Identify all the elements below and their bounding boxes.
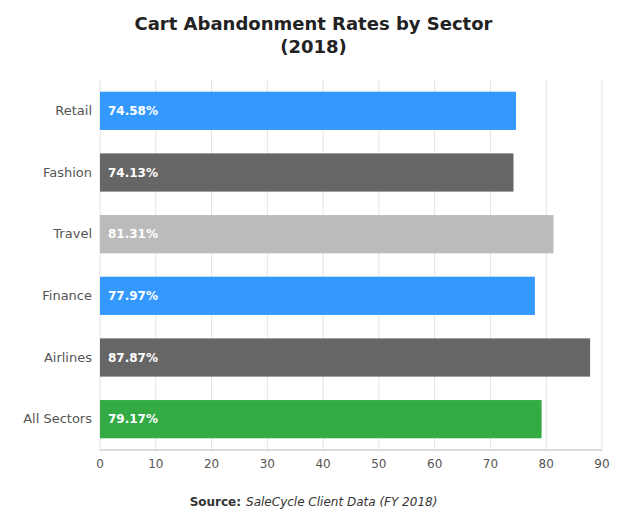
grid-line <box>434 80 435 450</box>
category-label: Retail <box>55 103 92 118</box>
title-line: (2018) <box>280 36 347 57</box>
tick-label: 60 <box>427 457 442 471</box>
grid <box>100 80 602 450</box>
grid-line <box>378 80 379 450</box>
bar <box>100 277 535 315</box>
chart-container: Cart Abandonment Rates by Sector(2018) 0 1… <box>0 0 627 522</box>
bar <box>100 338 590 376</box>
data-label: 77.97% <box>108 289 158 303</box>
data-label: 79.17% <box>108 412 158 426</box>
data-label: 81.31% <box>108 227 158 241</box>
data-label: 87.87% <box>108 351 158 365</box>
source-note: Source: SaleCycle Client Data (FY 2018) <box>190 495 438 509</box>
annotation: Source: <box>190 495 241 509</box>
tick-label: 80 <box>539 457 554 471</box>
tick-label: 70 <box>483 457 498 471</box>
category-label: Airlines <box>44 350 92 365</box>
bar <box>100 215 554 253</box>
annotation: SaleCycle Client Data (FY 2018) <box>246 495 437 509</box>
grid-line <box>211 80 212 450</box>
value-axis-line <box>100 450 602 451</box>
title-line: Cart Abandonment Rates by Sector <box>135 13 493 34</box>
bars <box>100 92 590 439</box>
bar <box>100 92 516 130</box>
tick-label: 40 <box>315 457 330 471</box>
category-label: Fashion <box>43 165 92 180</box>
grid-line <box>100 80 101 450</box>
bar <box>100 400 542 438</box>
grid-line <box>267 80 268 450</box>
data-label: 74.13% <box>108 166 158 180</box>
category-label: Finance <box>42 288 92 303</box>
tick-label: 30 <box>260 457 275 471</box>
tick-label: 50 <box>371 457 386 471</box>
category-label: All Sectors <box>23 411 92 426</box>
labels: All Sectors 79.17% Airlines 87.87% Finance 77… <box>23 103 158 426</box>
grid-line <box>323 80 324 450</box>
category-label: Travel <box>52 226 92 241</box>
tick-label: 20 <box>204 457 219 471</box>
grid-line <box>155 80 156 450</box>
grid-line <box>602 80 603 450</box>
grid-line <box>490 80 491 450</box>
bar <box>100 153 513 191</box>
value-axis-ticks: 0 10 20 30 40 50 60 70 80 90 <box>96 457 609 471</box>
chart-svg: Cart Abandonment Rates by Sector(2018) 0 1… <box>0 0 627 522</box>
grid-line <box>546 80 547 450</box>
tick-label: 90 <box>594 457 609 471</box>
tick-label: 10 <box>148 457 163 471</box>
tick-label: 0 <box>96 457 104 471</box>
chart-title: Cart Abandonment Rates by Sector(2018) <box>135 13 493 57</box>
data-label: 74.58% <box>108 104 158 118</box>
